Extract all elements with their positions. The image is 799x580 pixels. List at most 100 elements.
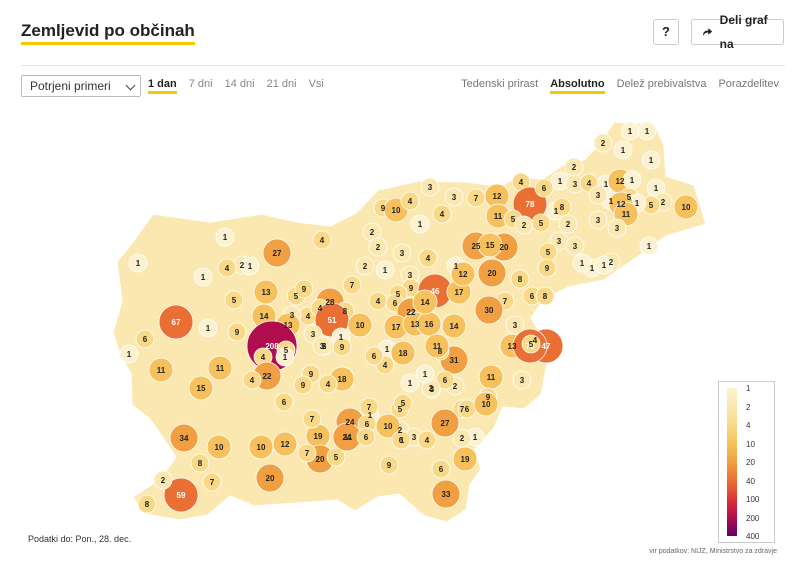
municipality-region[interactable] <box>379 455 399 475</box>
municipality-region[interactable] <box>594 255 614 275</box>
municipality-region[interactable] <box>639 236 659 256</box>
municipality-region[interactable] <box>202 472 222 492</box>
mode-tab[interactable]: Porazdelitev <box>718 78 779 90</box>
period-tab[interactable]: Vsi <box>308 78 324 90</box>
municipality-region[interactable] <box>588 210 608 230</box>
municipality-region[interactable] <box>375 413 401 439</box>
municipality-region[interactable] <box>390 340 416 366</box>
municipality-region[interactable] <box>400 373 420 393</box>
municipality-region[interactable] <box>262 238 292 268</box>
municipality-region[interactable] <box>400 191 420 211</box>
municipality-region[interactable] <box>435 370 455 390</box>
municipality-region[interactable] <box>418 248 438 268</box>
municipality-region[interactable] <box>391 430 411 450</box>
municipality-region[interactable] <box>512 370 532 390</box>
municipality-region[interactable] <box>255 463 285 493</box>
mode-tab[interactable]: Tedenski prirast <box>461 78 539 90</box>
municipality-region[interactable] <box>272 431 298 457</box>
municipality-region[interactable] <box>521 334 541 354</box>
municipality-region[interactable] <box>510 269 530 289</box>
municipality-region[interactable] <box>206 434 232 460</box>
municipality-region[interactable] <box>368 237 388 257</box>
municipality-region[interactable] <box>473 391 499 417</box>
municipality-region[interactable] <box>137 494 157 514</box>
municipality-region[interactable] <box>312 230 332 250</box>
municipality-region[interactable] <box>294 279 314 299</box>
municipality-region[interactable] <box>128 253 148 273</box>
municipality-region[interactable] <box>477 258 507 288</box>
municipality-region[interactable] <box>558 214 578 234</box>
municipality-region[interactable] <box>318 374 338 394</box>
mode-tab[interactable]: Absolutno <box>550 78 605 94</box>
municipality-region[interactable] <box>302 409 322 429</box>
municipality-region[interactable] <box>356 427 376 447</box>
municipality-region[interactable] <box>393 393 413 413</box>
municipality-region[interactable] <box>375 260 395 280</box>
municipality-region[interactable] <box>332 337 352 357</box>
municipality-region[interactable] <box>193 267 213 287</box>
municipality-region[interactable] <box>565 236 585 256</box>
municipality-region[interactable] <box>588 185 608 205</box>
period-tab[interactable]: 21 dni <box>266 78 297 90</box>
municipality-region[interactable] <box>207 355 233 381</box>
municipality-region[interactable] <box>424 333 450 359</box>
municipality-region[interactable] <box>432 204 452 224</box>
municipality-region[interactable] <box>242 370 262 390</box>
municipality-region[interactable] <box>417 430 437 450</box>
municipality-region[interactable] <box>293 375 313 395</box>
period-tab[interactable]: 1 dan <box>148 78 177 94</box>
municipality-region[interactable] <box>415 364 435 384</box>
municipality-region[interactable] <box>531 213 551 233</box>
municipality-region[interactable] <box>641 150 661 170</box>
municipality-region[interactable] <box>444 187 464 207</box>
municipality-region[interactable] <box>410 214 430 234</box>
metric-select[interactable]: Potrjeni primeri <box>21 75 141 97</box>
municipality-region[interactable] <box>537 258 557 278</box>
municipality-region[interactable] <box>673 194 699 220</box>
municipality-region[interactable] <box>326 447 346 467</box>
municipality-region[interactable] <box>227 322 247 342</box>
municipality-region[interactable] <box>347 312 373 338</box>
municipality-region[interactable] <box>534 178 554 198</box>
municipality-region[interactable] <box>342 275 362 295</box>
municipality-region[interactable] <box>312 336 332 356</box>
municipality-region[interactable] <box>240 256 260 276</box>
municipality-region[interactable] <box>364 346 384 366</box>
municipality-region[interactable] <box>355 256 375 276</box>
municipality-region[interactable] <box>158 304 194 340</box>
municipality-region[interactable] <box>431 479 461 509</box>
municipality-region[interactable] <box>392 243 412 263</box>
municipality-region[interactable] <box>430 408 460 438</box>
municipality-region[interactable] <box>188 375 214 401</box>
mode-tab[interactable]: Delež prebivalstva <box>616 78 707 90</box>
help-button[interactable]: ? <box>653 19 679 45</box>
municipality-region[interactable] <box>135 329 155 349</box>
municipality-region[interactable] <box>198 318 218 338</box>
municipality-region[interactable] <box>572 253 592 273</box>
share-button[interactable]: Deli graf na <box>691 13 784 51</box>
municipality-region[interactable] <box>441 313 467 339</box>
municipality-region[interactable] <box>452 446 478 472</box>
municipality-region[interactable] <box>163 477 199 513</box>
municipality-region[interactable] <box>148 357 174 383</box>
municipality-region[interactable] <box>412 289 438 315</box>
municipality-region[interactable] <box>593 133 613 153</box>
municipality-region[interactable] <box>552 197 572 217</box>
municipality-region[interactable] <box>119 344 139 364</box>
municipality-region[interactable] <box>190 453 210 473</box>
municipality-region[interactable] <box>224 290 244 310</box>
period-tab[interactable]: 7 dni <box>188 78 213 90</box>
municipality-region[interactable] <box>297 443 317 463</box>
period-tab[interactable]: 14 dni <box>224 78 255 90</box>
municipality-region[interactable] <box>215 227 235 247</box>
municipality-region[interactable] <box>217 258 237 278</box>
municipality-region[interactable] <box>613 140 633 160</box>
municipality-region[interactable] <box>535 286 555 306</box>
municipality-region[interactable] <box>474 295 504 325</box>
municipality-region[interactable] <box>450 261 476 287</box>
municipality-region[interactable] <box>431 459 451 479</box>
municipality-region[interactable] <box>607 218 627 238</box>
municipality-region[interactable] <box>477 232 503 258</box>
municipality-region[interactable] <box>169 423 199 453</box>
municipality-region[interactable] <box>153 470 173 490</box>
